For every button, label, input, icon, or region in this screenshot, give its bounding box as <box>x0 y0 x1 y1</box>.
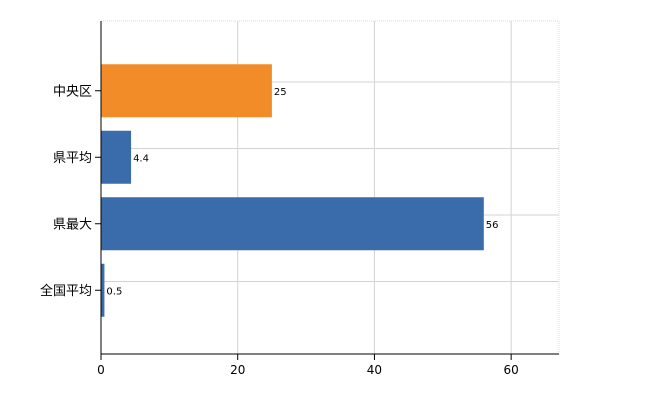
data-label: 4.4 <box>133 153 149 164</box>
axes <box>95 21 559 360</box>
bar <box>101 263 105 317</box>
category-label: 県平均 <box>53 151 92 166</box>
x-tick-label: 0 <box>97 363 105 377</box>
data-label: 25 <box>274 87 287 98</box>
x-tick-label: 20 <box>230 363 245 377</box>
x-tick-label: 40 <box>367 363 382 377</box>
data-label: 56 <box>486 220 499 231</box>
category-label: 全国平均 <box>40 283 92 299</box>
bar <box>101 197 484 251</box>
bar <box>101 130 132 184</box>
category-label: 中央区 <box>53 84 92 99</box>
x-tick-label: 60 <box>504 363 519 377</box>
category-label: 県最大 <box>53 217 92 232</box>
bars <box>101 64 484 317</box>
bar <box>101 64 272 118</box>
data-label: 0.5 <box>106 286 122 297</box>
